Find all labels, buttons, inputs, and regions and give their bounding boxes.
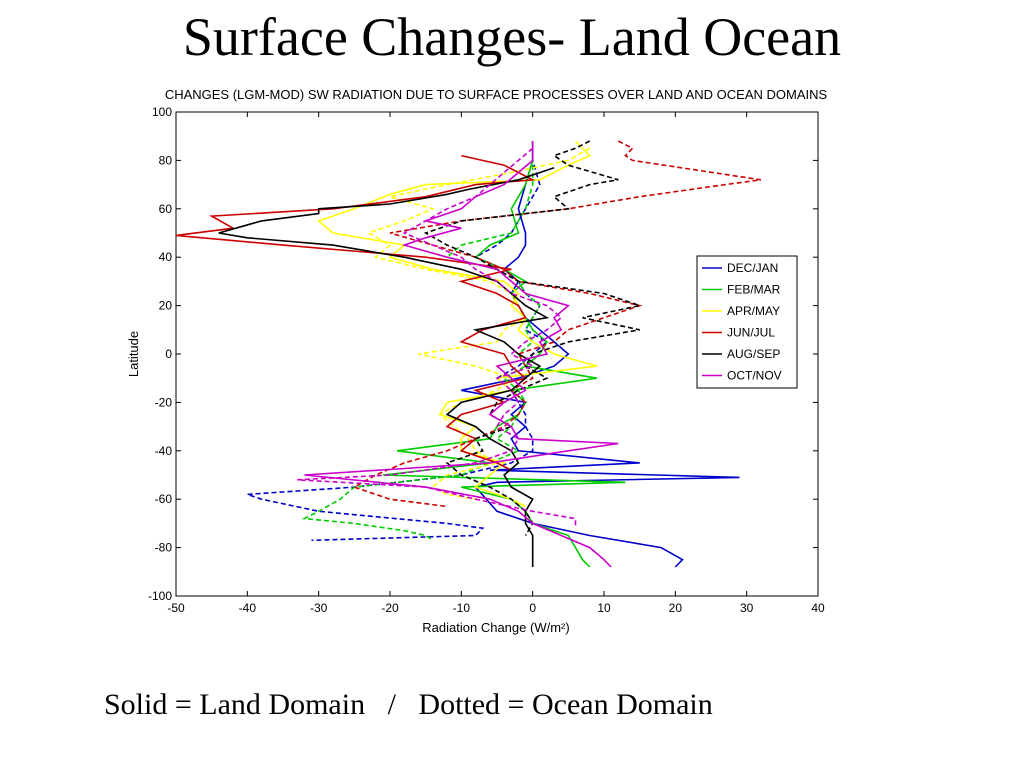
y-tick-label: 60 — [159, 202, 173, 216]
y-tick-label: 40 — [159, 250, 173, 264]
x-tick-label: -20 — [381, 601, 399, 615]
series-line-jun-jul-ocean — [352, 140, 762, 508]
x-tick-label: 20 — [669, 601, 683, 615]
x-tick-label: -30 — [310, 601, 328, 615]
y-tick-label: 80 — [159, 153, 173, 167]
x-tick-label: 30 — [740, 601, 754, 615]
series-line-jun-jul-land — [175, 154, 536, 471]
slide-title: Surface Changes- Land Ocean — [182, 7, 842, 67]
y-tick-label: -80 — [155, 541, 173, 555]
series-line-feb-mar-ocean — [301, 141, 541, 541]
series-line-oct-nov-land — [304, 141, 619, 568]
footer-note: Solid = Land Domain / Dotted = Ocean Dom… — [104, 688, 713, 721]
y-tick-label: -20 — [155, 395, 173, 409]
x-tick-label: 0 — [529, 601, 536, 615]
legend-label-apr-may: APR/MAY — [727, 304, 780, 318]
x-tick-label: 10 — [597, 601, 611, 615]
legend-label-oct-nov: OCT/NOV — [727, 369, 782, 383]
y-tick-label: -60 — [155, 492, 173, 506]
legend-label-feb-mar: FEB/MAR — [727, 283, 781, 297]
legend-label-jun-jul: JUN/JUL — [727, 326, 775, 340]
chart-title: CHANGES (LGM-MOD) SW RADIATION DUE TO SU… — [165, 87, 828, 102]
y-tick-label: 100 — [152, 105, 172, 119]
y-tick-label: 20 — [159, 299, 173, 313]
x-tick-label: -50 — [167, 601, 185, 615]
y-tick-label: -100 — [148, 589, 172, 603]
legend: DEC/JAN FEB/MAR APR/MAY JUN/JUL AUG/SEP OCT/N… — [696, 255, 798, 389]
x-axis-label: Radiation Change (W/m²) — [422, 620, 569, 635]
x-tick-label: -10 — [453, 601, 471, 615]
x-tick-label: -40 — [239, 601, 257, 615]
legend-label-aug-sep: AUG/SEP — [727, 347, 780, 361]
series-line-apr-may-ocean — [366, 147, 591, 500]
x-tick-label: 40 — [811, 601, 825, 615]
legend-label-dec-jan: DEC/JAN — [727, 261, 778, 275]
series-line-oct-nov-ocean — [297, 147, 577, 529]
y-tick-label: -40 — [155, 444, 173, 458]
series-line-aug-sep-ocean — [423, 140, 643, 536]
y-tick-label: 0 — [165, 347, 172, 361]
y-axis-label: Latitude — [126, 331, 141, 377]
legend-box — [696, 255, 798, 389]
series-line-aug-sep-land — [218, 166, 555, 567]
series-line-apr-may-land — [317, 140, 598, 508]
